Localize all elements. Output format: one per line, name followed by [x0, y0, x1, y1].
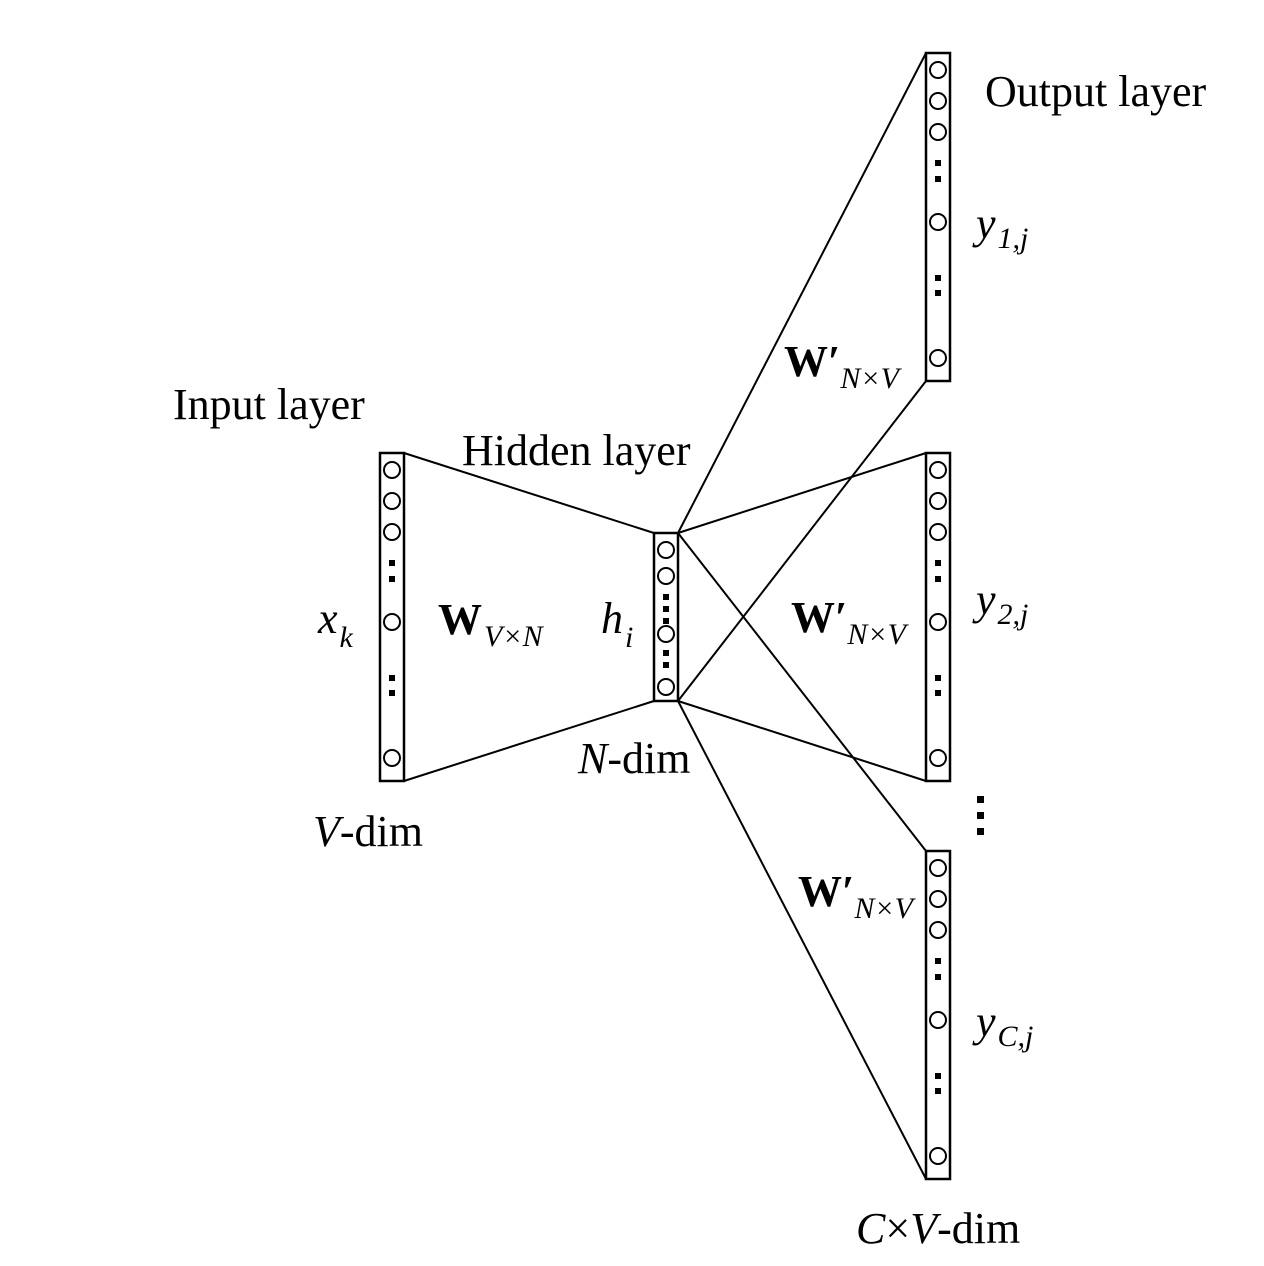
w-outputc-label: W′N×V: [798, 867, 917, 925]
output-node: [929, 461, 947, 479]
output-node: [929, 921, 947, 939]
hidden-output1-bottom-line: [677, 380, 927, 702]
output-node: [929, 1147, 947, 1165]
output-node: [929, 613, 947, 631]
input-hidden-top-line: [403, 452, 655, 534]
hidden-outputc-top-line: [677, 532, 927, 852]
output-node: [929, 92, 947, 110]
input-layer-vector: [378, 451, 406, 783]
hidden-outputc-bottom-line: [677, 700, 927, 1180]
connections: [403, 52, 927, 1180]
input-node: [383, 492, 401, 510]
hi-label: hi: [601, 594, 633, 654]
hidden-output1-top-line: [677, 52, 927, 534]
output-ellipsis: [977, 796, 984, 835]
output-node: [929, 749, 947, 767]
w-input-label: WV×N: [438, 595, 545, 653]
hidden-node: [657, 625, 675, 643]
output-node: [929, 492, 947, 510]
output-node: [929, 1011, 947, 1029]
output-node: [929, 859, 947, 877]
output-layer-label: Output layer: [985, 67, 1207, 116]
output-node: [929, 523, 947, 541]
output-vector-c: [924, 849, 952, 1181]
hidden-layer-vector: [652, 531, 680, 703]
input-node: [383, 523, 401, 541]
output-node: [929, 123, 947, 141]
hidden-layer-label: Hidden layer: [462, 426, 691, 475]
input-node: [383, 613, 401, 631]
y2j-label: y2,j: [972, 575, 1028, 631]
output-node: [929, 890, 947, 908]
input-node: [383, 461, 401, 479]
w-output2-label: W′N×V: [791, 593, 910, 651]
xk-label: xk: [317, 594, 354, 654]
output-vector-2: [924, 451, 952, 783]
w-output1-label: W′N×V: [784, 337, 903, 395]
cv-dim-label: C×V-dim: [856, 1204, 1020, 1253]
output-vector-1: [924, 51, 952, 383]
input-layer-label: Input layer: [173, 380, 365, 429]
hidden-output2-top-line: [677, 452, 927, 534]
input-hidden-bottom-line: [403, 700, 655, 782]
hidden-node: [657, 678, 675, 696]
hidden-node: [657, 567, 675, 585]
v-dim-label: V-dim: [313, 807, 423, 856]
hidden-output2-bottom-line: [677, 700, 927, 782]
input-node: [383, 749, 401, 767]
y1j-label: y1,j: [972, 199, 1028, 255]
output-node: [929, 213, 947, 231]
output-node: [929, 61, 947, 79]
hidden-node: [657, 541, 675, 559]
output-node: [929, 349, 947, 367]
n-dim-label: N-dim: [577, 734, 690, 783]
ycj-label: yC,j: [972, 997, 1033, 1053]
